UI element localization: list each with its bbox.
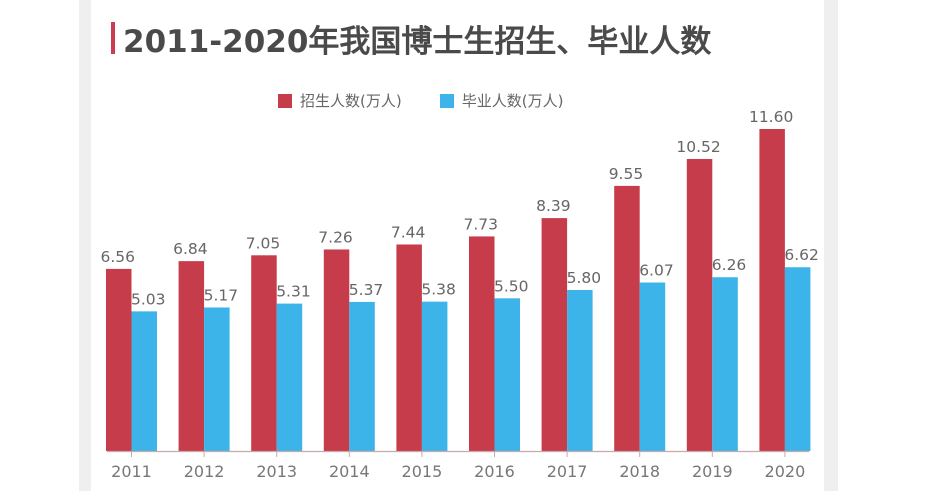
x-tick-label-2019: 2019 xyxy=(692,462,733,481)
bar-graduates-2016 xyxy=(494,298,520,451)
x-tick-label-2018: 2018 xyxy=(619,462,660,481)
bar-enrollment-2017 xyxy=(541,218,568,451)
left-margin-band xyxy=(79,0,91,491)
bar-graduates-2013 xyxy=(276,303,303,451)
x-tick-label-2013: 2013 xyxy=(256,462,297,481)
label-graduates-2020: 6.62 xyxy=(784,246,819,264)
bar-enrollment-2018 xyxy=(614,185,640,452)
label-enrollment-2012: 6.84 xyxy=(173,240,208,258)
bar-graduates-2020 xyxy=(784,267,811,451)
x-tick-label-2015: 2015 xyxy=(402,462,443,481)
label-graduates-2012: 5.17 xyxy=(204,286,239,304)
bar-graduates-2015 xyxy=(421,301,448,451)
label-graduates-2016: 5.50 xyxy=(494,277,529,295)
legend-label-enrollment: 招生人数(万人) xyxy=(300,92,402,110)
x-tick-label-2012: 2012 xyxy=(184,462,225,481)
bar-graduates-2019 xyxy=(712,277,738,451)
legend-swatch-enrollment xyxy=(278,93,292,108)
label-enrollment-2011: 6.56 xyxy=(100,248,135,266)
x-tick-label-2020: 2020 xyxy=(765,462,806,481)
bar-enrollment-2016 xyxy=(469,236,495,451)
label-graduates-2014: 5.37 xyxy=(349,281,384,299)
x-tick-label-2014: 2014 xyxy=(329,462,370,481)
label-enrollment-2014: 7.26 xyxy=(318,228,353,246)
bar-enrollment-2015 xyxy=(396,244,422,451)
legend-item-enrollment: 招生人数(万人) xyxy=(278,90,402,111)
label-enrollment-2016: 7.73 xyxy=(463,215,498,233)
label-enrollment-2018: 9.55 xyxy=(609,165,644,183)
right-margin-band xyxy=(824,0,838,491)
bar-graduates-2014 xyxy=(349,301,375,451)
title-accent-bar xyxy=(111,22,115,54)
x-tick-label-2017: 2017 xyxy=(547,462,588,481)
x-tick-label-2011: 2011 xyxy=(111,462,152,481)
label-graduates-2017: 5.80 xyxy=(567,269,602,287)
label-enrollment-2019: 10.52 xyxy=(676,138,720,156)
label-graduates-2019: 6.26 xyxy=(712,256,747,274)
bar-graduates-2011 xyxy=(131,311,157,451)
label-graduates-2018: 6.07 xyxy=(639,262,674,280)
label-graduates-2015: 5.38 xyxy=(421,281,456,299)
legend-swatch-graduates xyxy=(439,93,454,108)
bar-enrollment-2014 xyxy=(323,249,350,451)
label-enrollment-2013: 7.05 xyxy=(246,234,281,252)
bar-graduates-2012 xyxy=(204,307,230,451)
label-graduates-2013: 5.31 xyxy=(276,283,311,301)
legend-item-graduates: 毕业人数(万人) xyxy=(439,90,564,111)
bar-enrollment-2020 xyxy=(759,129,785,451)
label-graduates-2011: 5.03 xyxy=(131,290,166,308)
chart-title: 2011-2020年我国博士生招生、毕业人数 xyxy=(123,24,712,60)
bar-enrollment-2012 xyxy=(178,261,205,451)
bar-graduates-2017 xyxy=(567,290,593,451)
label-enrollment-2020: 11.60 xyxy=(749,108,793,126)
label-enrollment-2017: 8.39 xyxy=(536,197,571,215)
x-tick-label-2016: 2016 xyxy=(474,462,515,481)
bar-graduates-2018 xyxy=(639,282,666,451)
bar-enrollment-2019 xyxy=(686,158,713,451)
label-enrollment-2015: 7.44 xyxy=(391,223,426,241)
bar-enrollment-2013 xyxy=(251,255,277,451)
legend: 招生人数(万人) 毕业人数(万人) xyxy=(278,90,601,111)
bar-enrollment-2011 xyxy=(106,268,132,451)
legend-label-graduates: 毕业人数(万人) xyxy=(461,92,564,110)
